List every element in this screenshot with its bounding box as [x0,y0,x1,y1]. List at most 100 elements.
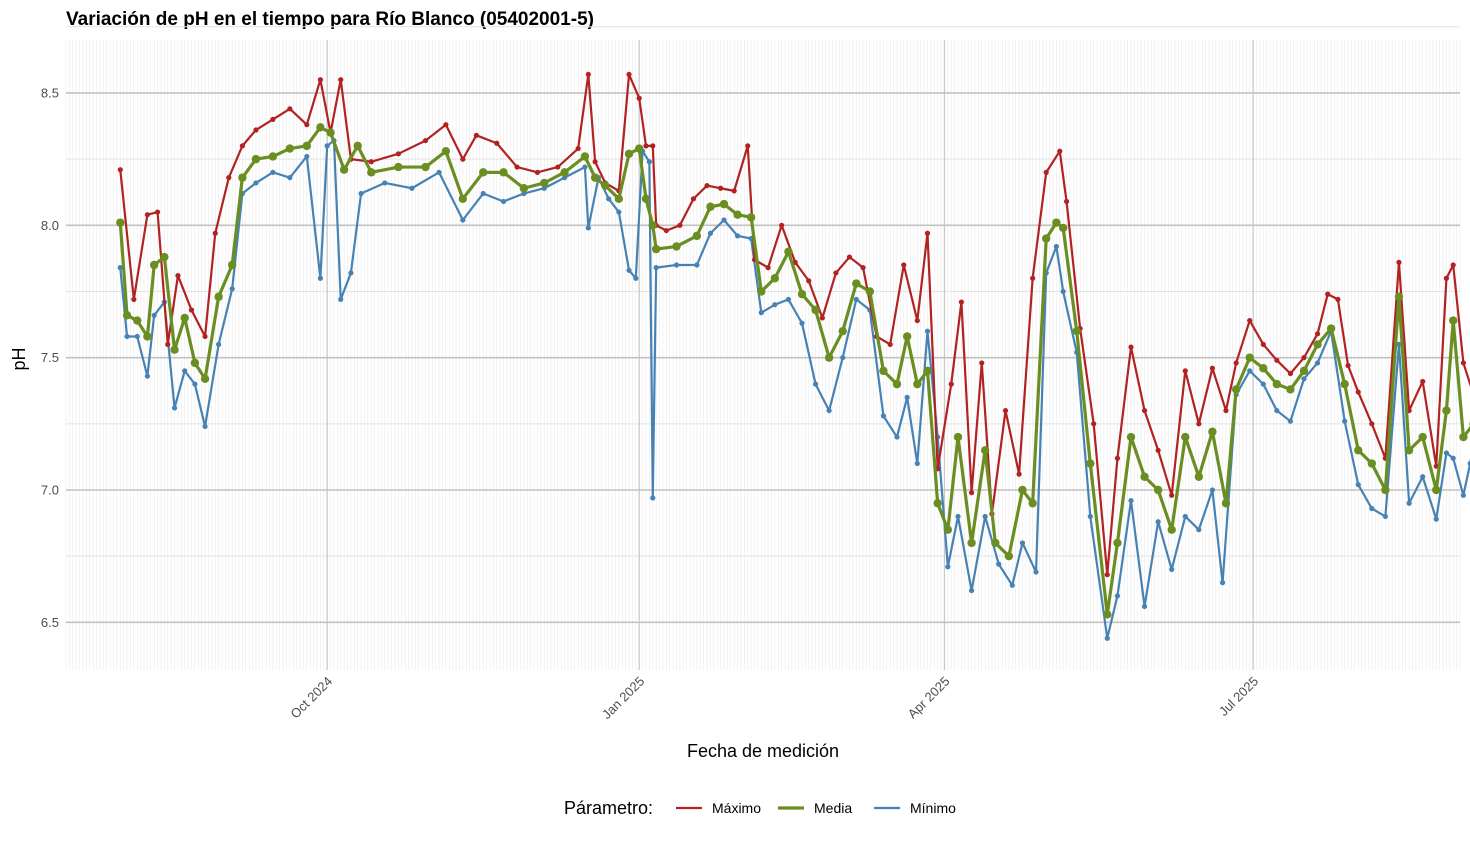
data-point [677,222,683,228]
data-point [326,128,335,137]
data-point [757,287,766,296]
data-point [1287,370,1294,377]
data-point [1058,223,1068,233]
data-point [1053,243,1059,250]
data-point [719,199,729,209]
data-point [149,260,159,270]
data-point [758,310,764,316]
data-point [170,345,179,354]
data-point [852,279,861,288]
data-point [143,332,152,341]
data-point [731,188,737,194]
data-point [958,299,965,305]
data-point [1169,492,1175,498]
data-point [1223,407,1229,414]
data-point [650,143,656,149]
data-point [846,254,853,260]
data-point [860,265,866,271]
legend-label: Mínimo [910,800,956,816]
data-point [806,278,812,284]
data-point [1459,432,1468,442]
data-point [443,122,449,128]
data-point [1196,421,1202,427]
data-point [1208,427,1217,436]
data-point [1247,368,1253,374]
data-point [238,173,247,182]
data-point [1209,365,1215,371]
data-point [651,244,661,254]
data-point [1103,610,1112,619]
data-point [1245,353,1254,362]
data-point [1272,379,1282,389]
data-point [943,525,953,534]
data-point [514,164,520,170]
data-point [797,289,807,299]
data-point [694,262,700,268]
data-point [585,71,591,78]
data-point [626,71,632,78]
chart-title: Variación de pH en el tiempo para Río Bl… [66,9,594,30]
data-point [1449,316,1458,325]
data-point [1404,446,1414,455]
data-point [160,252,169,262]
data-point [1259,364,1268,373]
data-point [188,307,195,313]
data-point [367,168,376,177]
data-point [144,373,150,379]
data-point [1443,450,1450,456]
legend-label: Media [814,800,852,816]
data-point [226,175,232,181]
data-point [287,175,293,181]
data-point [641,194,651,204]
data-point [499,168,508,177]
data-point [1219,580,1226,586]
data-point [826,407,832,414]
data-point [968,490,975,496]
data-point [1194,472,1204,481]
data-point [582,164,588,170]
data-point [887,341,893,348]
data-point [519,184,529,193]
data-point [824,353,834,362]
data-point [116,218,125,227]
data-point [1286,385,1295,394]
data-point [1314,331,1321,337]
data-point [840,355,846,361]
data-point [746,213,756,222]
data-point [1057,148,1063,154]
data-point [134,333,140,340]
data-point [1141,407,1148,414]
data-point [967,538,976,548]
data-point [1126,432,1136,442]
data-point [182,368,188,374]
data-point [1231,385,1241,394]
data-point [124,333,130,340]
data-point [494,140,500,146]
series-media [116,123,1470,619]
data-point [216,341,222,348]
data-point [865,287,875,296]
data-point [1260,381,1266,387]
data-point [480,190,486,197]
data-point [478,168,488,177]
data-point [1367,459,1377,468]
data-point [1314,360,1321,366]
data-point [1369,421,1375,427]
data-point [1016,471,1022,477]
data-point [1418,432,1427,442]
data-point [880,413,887,419]
series-line [119,139,1470,640]
data-point [1420,474,1426,480]
data-point [601,181,610,190]
data-point [253,127,259,133]
data-point [653,265,659,271]
data-point [353,141,362,151]
data-point [1114,455,1121,461]
y-tick-label: 7.0 [41,483,59,498]
data-point [1181,432,1190,442]
data-point [317,275,323,281]
data-point [304,153,310,160]
data-point [1301,355,1307,361]
series-layer [116,71,1470,641]
data-point [117,265,123,271]
